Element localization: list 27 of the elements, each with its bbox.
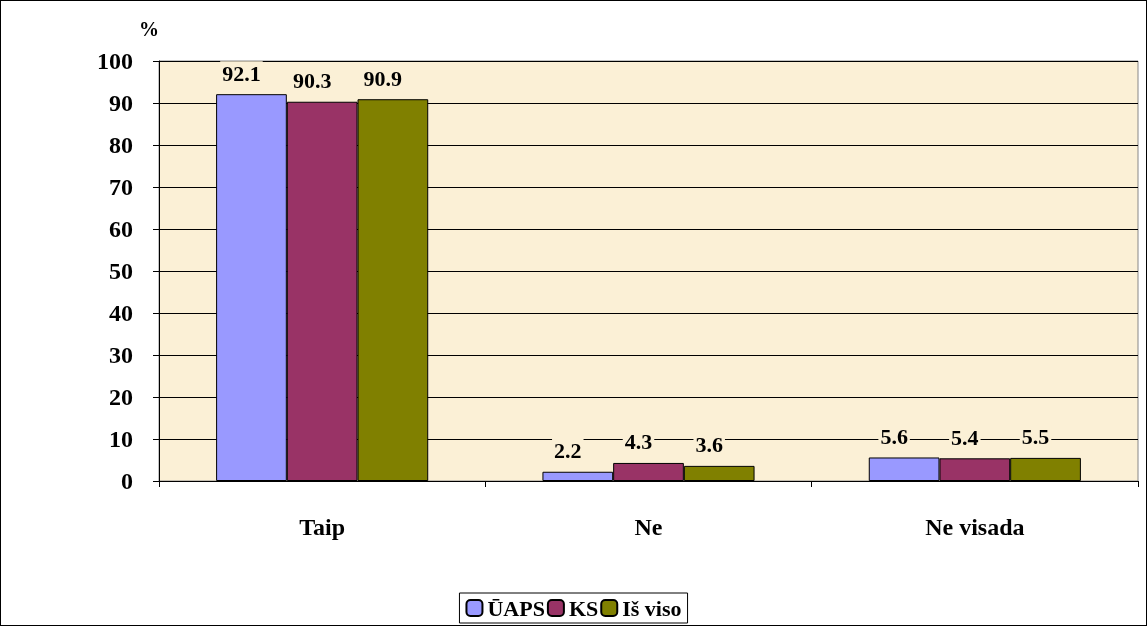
data-label: 5.6 [880,423,908,449]
data-label: 5.4 [951,424,979,450]
data-label: 3.6 [695,432,723,458]
data-label: 92.1 [222,60,261,86]
x-tick-label: Ne [634,514,663,540]
y-tick-label: 70 [109,174,133,200]
y-tick-label: 20 [109,384,133,410]
y-tick-label: 50 [109,258,133,284]
data-label: 90.9 [363,65,403,91]
y-tick-label: 100 [97,48,133,74]
y-tick-label: 90 [109,90,133,116]
legend-label: Iš viso [622,595,682,621]
y-tick-label: 80 [109,132,133,158]
y-tick-label: 30 [109,342,133,368]
data-label: 4.3 [624,429,653,455]
x-tick-label: Taip [299,514,346,540]
y-tick-label: 60 [109,216,133,242]
y-axis-title: % [139,18,159,40]
y-tick-label: 40 [109,300,133,326]
data-label: 5.5 [1021,424,1050,450]
legend-label: KS [568,595,599,621]
data-label: 90.3 [292,68,332,94]
x-tick-label: Ne visada [925,514,1025,540]
data-label: 2.2 [554,438,582,464]
legend-label: ŪAPS [487,595,545,621]
y-tick-label: 10 [109,426,133,452]
y-tick-label: 0 [121,468,133,494]
